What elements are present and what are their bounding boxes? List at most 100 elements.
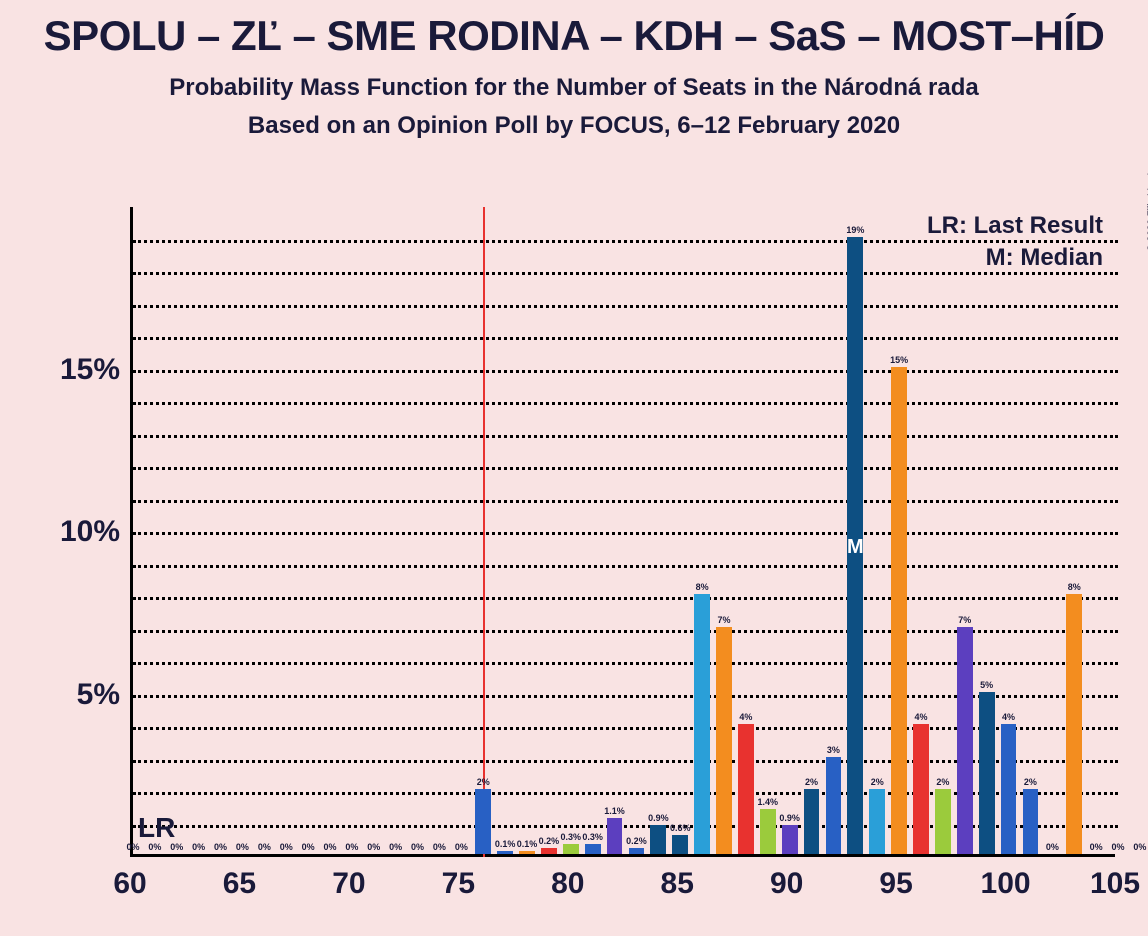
x-tick-label: 60	[113, 867, 146, 901]
x-tick-label: 80	[551, 867, 584, 901]
gridline-minor	[133, 532, 1118, 535]
bar-value-label: 8%	[1068, 582, 1081, 592]
bar-value-label: 0.9%	[779, 813, 800, 823]
y-tick-label: 5%	[30, 678, 120, 712]
bar-value-label: 0%	[258, 842, 271, 852]
chart-area: LR: Last Result M: Median 0%0%0%0%0%0%0%…	[130, 207, 1115, 857]
bar-value-label: 0%	[1046, 842, 1059, 852]
bar	[541, 848, 557, 855]
gridline-minor	[133, 500, 1118, 503]
gridline-minor	[133, 305, 1118, 308]
x-tick-label: 70	[332, 867, 365, 901]
bar-value-label: 7%	[717, 615, 730, 625]
bar-value-label: 2%	[805, 777, 818, 787]
bar-value-label: 0%	[389, 842, 402, 852]
bar-value-label: 2%	[477, 777, 490, 787]
bar	[979, 692, 995, 855]
x-tick-label: 95	[879, 867, 912, 901]
bar-value-label: 0.3%	[582, 832, 603, 842]
bar-value-label: 7%	[958, 615, 971, 625]
bar	[1023, 789, 1039, 854]
bar-value-label: 0.1%	[517, 839, 538, 849]
bar	[782, 825, 798, 854]
bar-value-label: 0%	[280, 842, 293, 852]
bar-value-label: 0%	[302, 842, 315, 852]
chart-subtitle-2: Based on an Opinion Poll by FOCUS, 6–12 …	[0, 112, 1148, 140]
bar-value-label: 5%	[980, 680, 993, 690]
bar-value-label: 2%	[936, 777, 949, 787]
bar	[497, 851, 513, 854]
gridline-minor	[133, 370, 1118, 373]
gridline-minor	[133, 240, 1118, 243]
gridline-minor	[133, 272, 1118, 275]
bar-value-label: 2%	[871, 777, 884, 787]
bar	[935, 789, 951, 854]
x-tick-label: 75	[442, 867, 475, 901]
chart-title: SPOLU – ZĽ – SME RODINA – KDH – SaS – MO…	[0, 12, 1148, 60]
bar-value-label: 0.2%	[626, 836, 647, 846]
bar-value-label: 0.9%	[648, 813, 669, 823]
plot-region: 0%0%0%0%0%0%0%0%0%0%0%0%0%0%0%0%2%0.1%0.…	[130, 207, 1115, 857]
bar	[760, 809, 776, 855]
bar-value-label: 19%	[846, 225, 864, 235]
median-marker: M	[847, 536, 864, 559]
gridline-minor	[133, 337, 1118, 340]
bar-value-label: 0%	[214, 842, 227, 852]
bar-value-label: 0%	[236, 842, 249, 852]
x-tick-label: 100	[981, 867, 1031, 901]
gridline-minor	[133, 597, 1118, 600]
bar-value-label: 0%	[433, 842, 446, 852]
lr-axis-label: LR	[138, 812, 175, 844]
bar-value-label: 0%	[1090, 842, 1103, 852]
bar-value-label: 0%	[1133, 842, 1146, 852]
lr-reference-line	[483, 207, 485, 857]
bar	[913, 724, 929, 854]
bar	[672, 835, 688, 855]
bar	[475, 789, 491, 854]
bar	[607, 818, 623, 854]
bar	[519, 851, 535, 854]
bar	[716, 627, 732, 855]
bar	[738, 724, 754, 854]
bar-value-label: 0.6%	[670, 823, 691, 833]
bar-value-label: 0%	[192, 842, 205, 852]
bar-value-label: 0.2%	[539, 836, 560, 846]
bar	[650, 825, 666, 854]
bar-value-label: 0%	[367, 842, 380, 852]
bar-value-label: 0%	[323, 842, 336, 852]
bar-value-label: 1.4%	[758, 797, 779, 807]
bar	[1066, 594, 1082, 854]
bar	[629, 848, 645, 855]
bar	[694, 594, 710, 854]
bar-value-label: 0%	[1111, 842, 1124, 852]
bar	[957, 627, 973, 855]
y-tick-label: 10%	[30, 515, 120, 549]
bar-value-label: 4%	[1002, 712, 1015, 722]
bar-value-label: 0%	[455, 842, 468, 852]
bar-value-label: 4%	[739, 712, 752, 722]
bar-value-label: 15%	[890, 355, 908, 365]
bar-value-label: 0%	[345, 842, 358, 852]
gridline-minor	[133, 435, 1118, 438]
bar	[585, 844, 601, 854]
bar	[826, 757, 842, 855]
bar-value-label: 0%	[411, 842, 424, 852]
gridline-minor	[133, 467, 1118, 470]
bar-value-label: 1.1%	[604, 806, 625, 816]
bar	[563, 844, 579, 854]
bar-value-label: 0.1%	[495, 839, 516, 849]
bar-value-label: 0.3%	[561, 832, 582, 842]
x-tick-label: 85	[661, 867, 694, 901]
bar	[869, 789, 885, 854]
x-tick-label: 65	[223, 867, 256, 901]
gridline-minor	[133, 402, 1118, 405]
bar	[891, 367, 907, 855]
gridline-minor	[133, 565, 1118, 568]
bar-value-label: 8%	[696, 582, 709, 592]
bar	[1001, 724, 1017, 854]
bar-value-label: 2%	[1024, 777, 1037, 787]
x-tick-label: 105	[1090, 867, 1140, 901]
x-tick-label: 90	[770, 867, 803, 901]
y-tick-label: 15%	[30, 353, 120, 387]
chart-subtitle-1: Probability Mass Function for the Number…	[0, 74, 1148, 102]
